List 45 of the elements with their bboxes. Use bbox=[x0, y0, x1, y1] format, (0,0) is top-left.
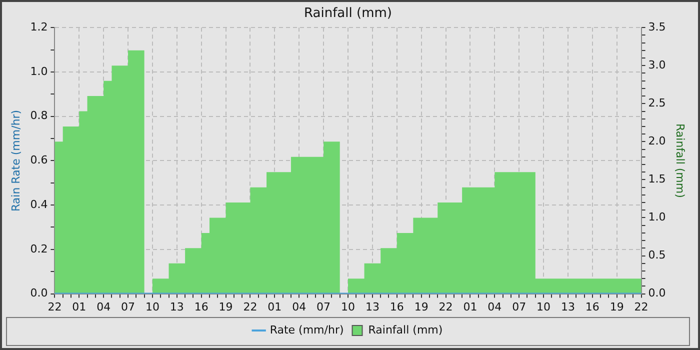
legend-label: Rate (mm/hr) bbox=[270, 323, 344, 336]
x-tick-label: 07 bbox=[512, 300, 526, 314]
x-tick-label: 01 bbox=[72, 300, 86, 314]
y-tick-label: 0.0 bbox=[30, 286, 48, 300]
x-tick-label: 13 bbox=[560, 300, 575, 314]
x-tick-label: 22 bbox=[48, 300, 62, 314]
y-tick-label: 0.8 bbox=[30, 109, 48, 122]
x-tick-label: 19 bbox=[218, 300, 233, 314]
y2-tick-label: 3.5 bbox=[648, 20, 666, 34]
x-tick-label: 22 bbox=[634, 300, 648, 314]
x-tick-label: 13 bbox=[170, 300, 184, 314]
y2-tick-label: 2.0 bbox=[648, 134, 666, 148]
y-tick-label: 0.2 bbox=[30, 242, 48, 256]
x-tick-label: 13 bbox=[365, 300, 380, 314]
y2-tick-label: 0.0 bbox=[648, 286, 666, 300]
y2-tick-label: 2.5 bbox=[648, 96, 666, 110]
y-tick-label: 0.4 bbox=[30, 198, 48, 211]
y2-tick-label: 3.0 bbox=[648, 58, 666, 72]
x-tick-label: 07 bbox=[316, 300, 331, 314]
x-tick-label: 10 bbox=[536, 300, 551, 314]
legend-label: Rainfall (mm) bbox=[368, 323, 443, 336]
x-tick-label: 04 bbox=[488, 300, 502, 314]
x-tick-label: 16 bbox=[390, 300, 404, 314]
x-tick-label: 16 bbox=[585, 300, 600, 314]
y-tick-label: 0.6 bbox=[30, 154, 48, 167]
y-tick-label: 1.2 bbox=[30, 20, 48, 34]
x-tick-label: 19 bbox=[610, 300, 624, 314]
y2-tick-label: 1.0 bbox=[648, 210, 666, 224]
x-tick-label: 22 bbox=[243, 300, 258, 314]
y2-tick-label: 0.5 bbox=[648, 248, 666, 262]
y2-axis-title: Rainfall (mm) bbox=[674, 123, 687, 198]
x-tick-label: 04 bbox=[292, 300, 306, 314]
x-tick-label: 10 bbox=[341, 300, 355, 314]
y2-tick-label: 1.5 bbox=[648, 172, 666, 186]
x-tick-label: 19 bbox=[414, 300, 428, 314]
x-tick-label: 22 bbox=[438, 300, 453, 314]
y-axis-title: Rain Rate (mm/hr) bbox=[9, 110, 22, 212]
y-tick-label: 1.0 bbox=[30, 64, 48, 78]
x-tick-label: 07 bbox=[121, 300, 136, 314]
chart-title: Rainfall (mm) bbox=[304, 6, 392, 22]
x-tick-label: 01 bbox=[268, 300, 282, 314]
x-tick-label: 04 bbox=[96, 300, 111, 314]
x-tick-label: 10 bbox=[145, 300, 160, 314]
x-tick-label: 16 bbox=[194, 300, 208, 314]
x-tick-label: 01 bbox=[463, 300, 478, 314]
